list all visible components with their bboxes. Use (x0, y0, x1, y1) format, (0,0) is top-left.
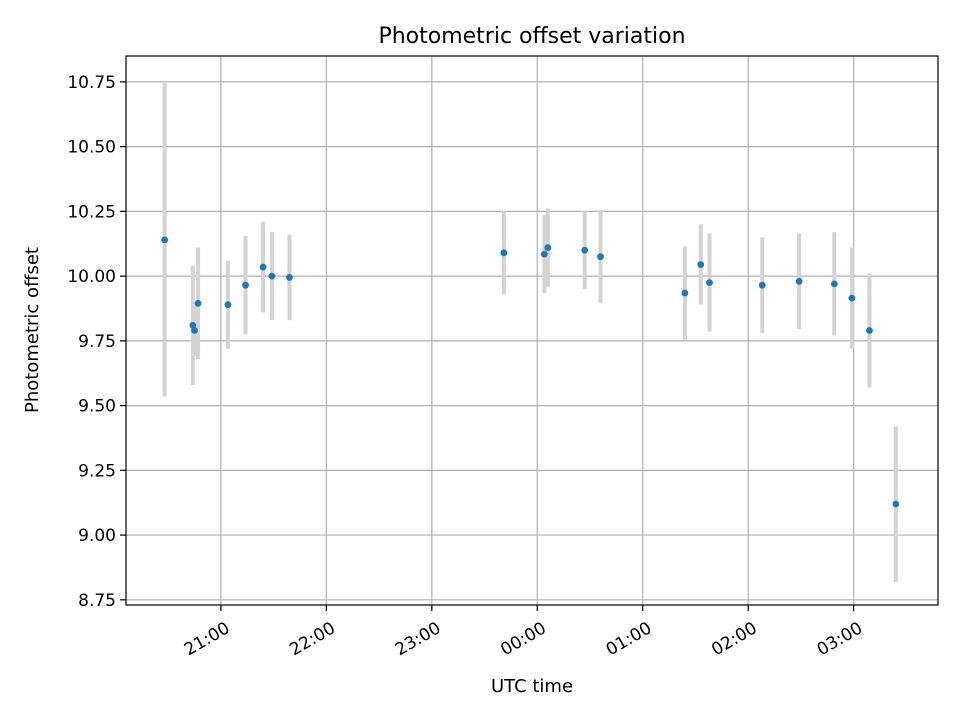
chart-title: Photometric offset variation (378, 24, 685, 49)
data-point (286, 274, 293, 281)
data-point (597, 253, 604, 261)
data-point (259, 263, 267, 271)
data-point (697, 261, 705, 268)
y-tick-label: 9.75 (78, 332, 116, 352)
y-tick-label: 10.50 (67, 138, 116, 158)
data-point (758, 281, 766, 289)
data-point (540, 250, 548, 258)
grid (126, 56, 938, 605)
data-point (500, 249, 508, 257)
data-point (892, 500, 900, 508)
data-point (544, 244, 552, 252)
y-axis-ticks: 8.75 9.00 9.25 9.50 9.75 10.00 10.25 10.50 10.75 (67, 73, 126, 611)
data-point (581, 246, 589, 254)
data-point (191, 327, 198, 334)
data-point (706, 279, 713, 286)
data-markers (161, 236, 900, 508)
data-point (268, 272, 276, 280)
data-point (189, 321, 197, 329)
y-tick-label: 9.25 (78, 461, 116, 481)
data-point (194, 299, 202, 307)
plot-frame (125, 55, 939, 606)
y-tick-label: 9.50 (78, 397, 116, 417)
x-axis-label: UTC time (491, 676, 573, 697)
data-point (830, 280, 838, 288)
data-point (242, 281, 249, 289)
data-point (681, 289, 689, 297)
data-point (224, 301, 232, 309)
data-point (848, 294, 856, 302)
y-tick-label: 10.75 (67, 73, 116, 93)
data-point (866, 327, 873, 334)
y-tick-label: 8.75 (78, 591, 116, 611)
y-tick-label: 10.00 (67, 267, 116, 287)
y-tick-label: 9.00 (78, 526, 116, 546)
data-point (161, 236, 169, 244)
y-tick-label: 10.25 (67, 202, 116, 222)
y-axis-label: Photometric offset (22, 247, 43, 413)
data-point (795, 277, 803, 285)
